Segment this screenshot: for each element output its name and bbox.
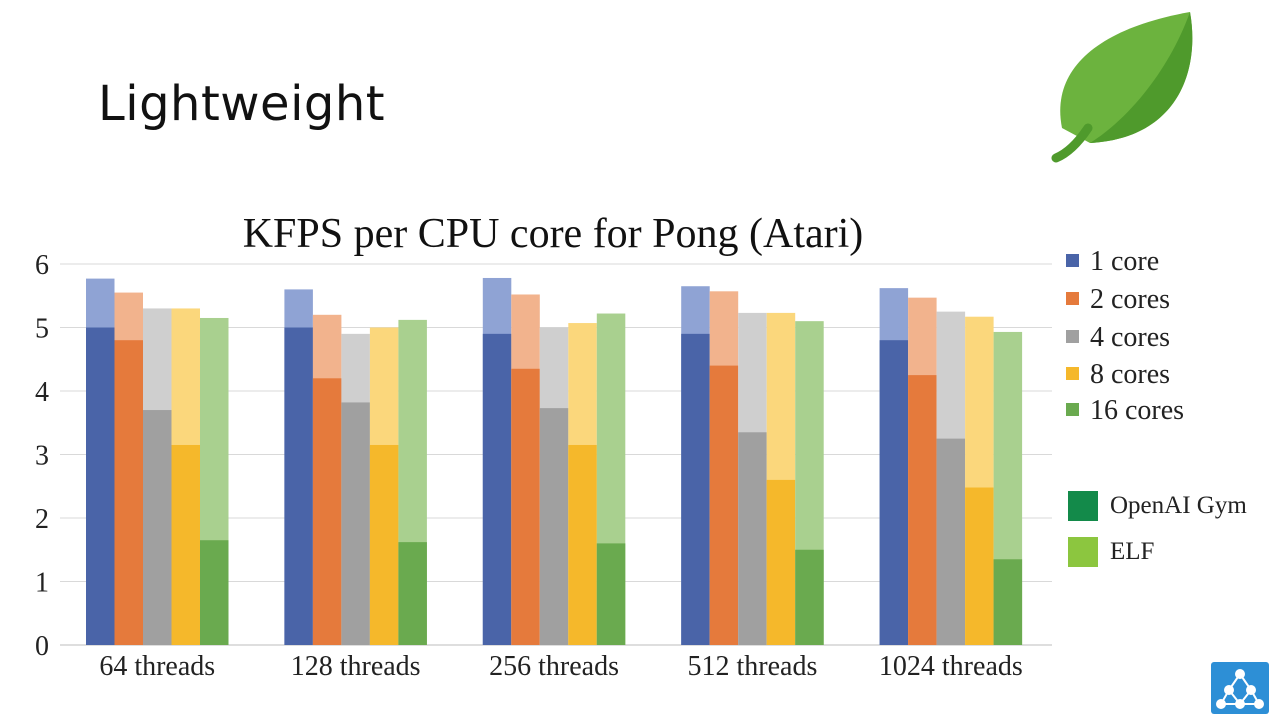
bar-openai-gym — [539, 408, 569, 645]
x-tick-label: 64 threads — [99, 651, 215, 682]
legend-framework-label: ELF — [1110, 538, 1154, 565]
bar-openai-gym — [965, 487, 994, 645]
legend-label: 1 core — [1090, 246, 1159, 277]
bar-openai-gym — [596, 543, 626, 645]
bar-openai-gym — [398, 542, 427, 645]
legend-label: 4 cores — [1090, 322, 1170, 353]
bar-openai-gym — [795, 549, 824, 645]
legend-label: 16 cores — [1090, 395, 1184, 426]
legend-swatch — [1066, 367, 1079, 380]
bar-openai-gym — [936, 438, 966, 645]
bar-openai-gym — [993, 559, 1023, 645]
y-tick-label: 2 — [35, 504, 49, 535]
legend-swatch — [1066, 330, 1079, 343]
legend-framework-label: OpenAI Gym — [1110, 492, 1247, 519]
slide-title: Lightweight — [98, 76, 386, 132]
leaf-icon — [1051, 12, 1193, 163]
legend-swatch — [1066, 254, 1079, 267]
bar-openai-gym — [200, 540, 229, 645]
bar-openai-gym — [312, 378, 342, 645]
network-logo-icon — [1211, 662, 1269, 714]
bar-openai-gym — [86, 327, 115, 645]
legend-label: 2 cores — [1090, 284, 1170, 315]
y-tick-label: 4 — [35, 377, 49, 408]
bar-openai-gym — [879, 340, 909, 645]
bar-openai-gym — [341, 402, 370, 645]
y-tick-label: 3 — [35, 441, 49, 472]
x-tick-label: 1024 threads — [879, 651, 1023, 682]
chart-title: KFPS per CPU core for Pong (Atari) — [243, 211, 864, 257]
bar-openai-gym — [766, 479, 796, 645]
bar-openai-gym — [709, 365, 739, 645]
legend-framework-swatch — [1068, 537, 1098, 567]
x-tick-label: 128 threads — [291, 651, 421, 682]
legend-swatch — [1066, 403, 1079, 416]
y-tick-label: 5 — [35, 314, 49, 345]
y-tick-label: 0 — [35, 631, 49, 662]
bar-openai-gym — [114, 340, 143, 645]
bar-openai-gym — [681, 333, 710, 645]
bar-openai-gym — [284, 327, 313, 645]
legend-framework-swatch — [1068, 491, 1098, 521]
bar-openai-gym — [369, 444, 399, 645]
x-tick-label: 256 threads — [489, 651, 619, 682]
bar-openai-gym — [171, 444, 200, 645]
x-tick-label: 512 threads — [688, 651, 818, 682]
bar-openai-gym — [143, 410, 172, 645]
legend-label: 8 cores — [1090, 359, 1170, 390]
bar-openai-gym — [511, 368, 540, 645]
bar-openai-gym — [568, 444, 597, 645]
bar-openai-gym — [482, 333, 512, 645]
y-tick-label: 1 — [35, 568, 49, 599]
y-tick-label: 6 — [35, 250, 49, 281]
legend-swatch — [1066, 292, 1079, 305]
bar-openai-gym — [908, 375, 937, 645]
bar-openai-gym — [738, 432, 767, 645]
